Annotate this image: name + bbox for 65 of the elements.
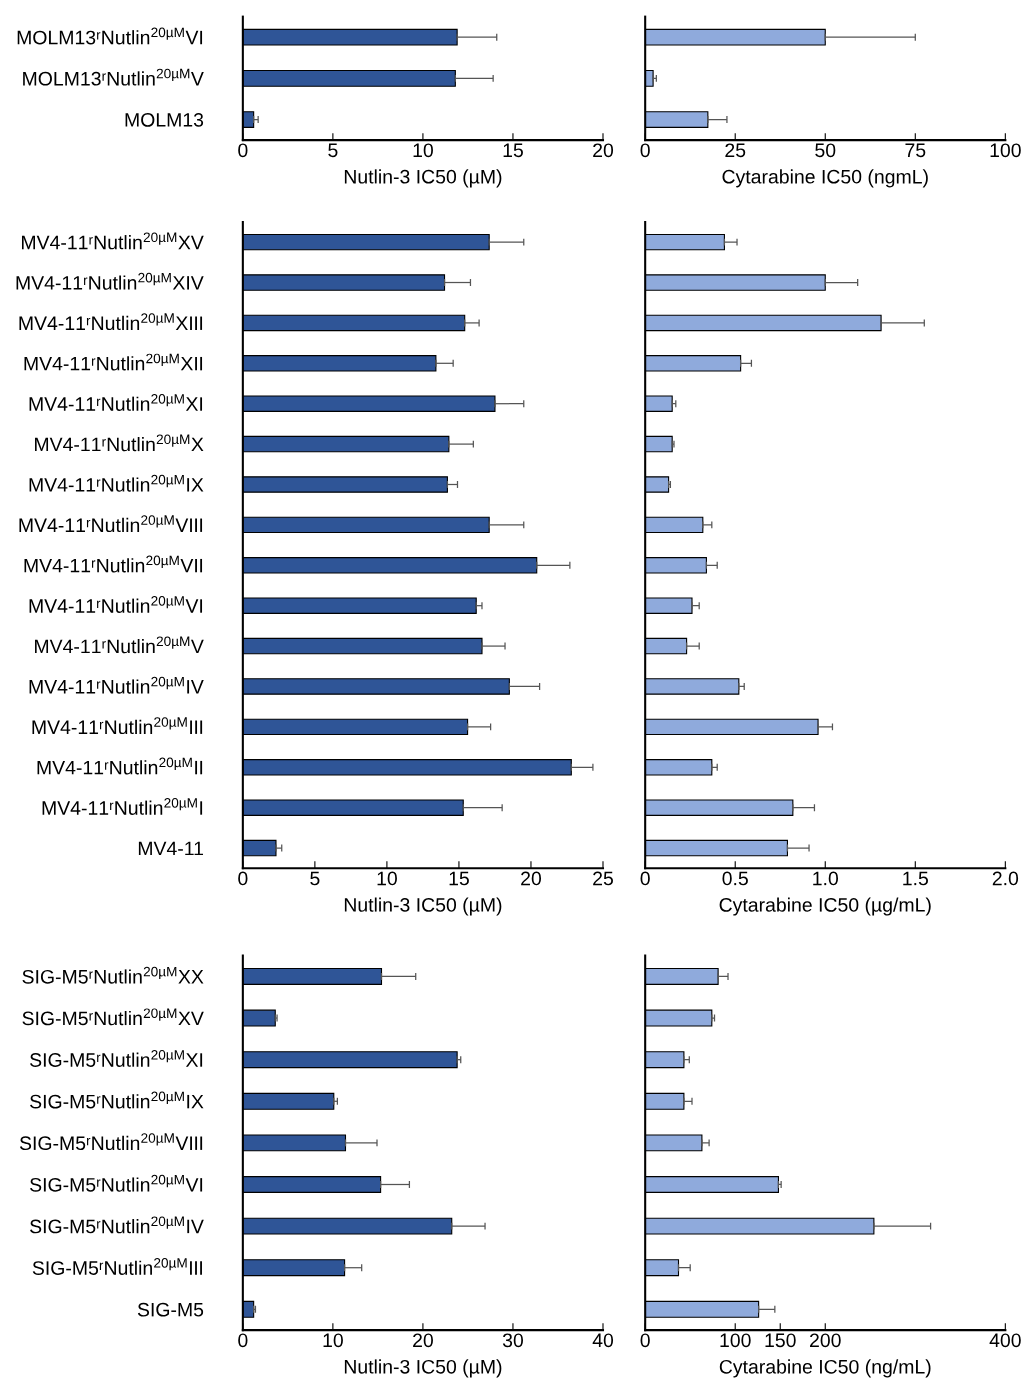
x-tick-label: 50 <box>815 143 836 158</box>
x-tick-label: 15 <box>449 871 469 886</box>
y-tick-label: MV4-11ʳNutlin$^{20µM}$IV <box>29 676 204 694</box>
y-tick-label: MV4-11ʳNutlin$^{20µM}$III <box>32 717 203 735</box>
y-tick-label: SIG-M5ʳNutlin$^{20µM}$VIII <box>19 1133 203 1151</box>
x-tick-label: 15 <box>503 143 523 158</box>
y-tick-label: MV4-11ʳNutlin$^{20µM}$VIII <box>19 515 203 533</box>
x-axis-title: Cytarabine IC50 (ngmL) <box>722 169 928 188</box>
x-tick-label: 150 <box>765 1333 796 1348</box>
y-tick-label: SIG-M5ʳNutlin$^{20µM}$IX <box>30 1091 204 1109</box>
x-axis-title: Nutlin-3 IC50 (µM) <box>344 1359 502 1378</box>
y-tick-label: MV4-11ʳNutlin$^{20µM}$XII <box>24 353 203 371</box>
x-tick-label: 1.5 <box>903 871 928 886</box>
x-axis-title: Nutlin-3 IC50 (µM) <box>344 897 502 916</box>
y-tick-label: MV4-11ʳNutlin$^{20µM}$VII <box>24 555 203 573</box>
x-tick-label: 0.5 <box>722 871 748 886</box>
y-tick-label: SIG-M5ʳNutlin$^{20µM}$XI <box>30 1049 203 1067</box>
x-tick-label: 200 <box>810 1333 841 1348</box>
x-tick-label: 10 <box>377 871 397 886</box>
y-tick-label: MV4-11ʳNutlin$^{20µM}$XI <box>29 394 203 411</box>
x-axis-title: Cytarabine IC50 (ng/mL) <box>719 1359 931 1378</box>
y-tick-label: MV4-11ʳNutlin$^{20µM}$VI <box>29 596 203 613</box>
y-tick-label: SIG-M5ʳNutlin$^{20µM}$XX <box>22 966 204 984</box>
y-tick-label: MV4-11ʳNutlin$^{20µM}$XIV <box>16 272 204 290</box>
x-tick-label: 0 <box>640 143 650 158</box>
x-tick-label: 25 <box>725 143 746 158</box>
y-tick-label: MV4-11ʳNutlin$^{20µM}$I <box>42 797 203 815</box>
x-tick-label: 0 <box>640 871 650 886</box>
y-tick-label: MOLM13 <box>125 112 204 127</box>
x-tick-label: 30 <box>502 1333 524 1348</box>
x-tick-label: 1.0 <box>813 871 839 886</box>
y-tick-label: SIG-M5ʳNutlin$^{20µM}$IV <box>30 1216 204 1234</box>
x-axis-title: Cytarabine IC50 (µg/mL) <box>719 897 931 916</box>
x-tick-label: 2.0 <box>992 871 1019 886</box>
x-tick-label: 0 <box>640 1333 650 1348</box>
x-tick-label: 25 <box>593 871 613 886</box>
x-tick-label: 20 <box>413 1333 433 1348</box>
y-tick-label: MOLM13ʳNutlin$^{20µM}$VI <box>17 27 203 45</box>
y-tick-label: SIG-M5 <box>137 1302 204 1317</box>
x-tick-label: 10 <box>323 1333 343 1348</box>
x-tick-label: 400 <box>989 1333 1021 1348</box>
x-tick-label: 5 <box>328 143 338 158</box>
y-tick-label: SIG-M5ʳNutlin$^{20µM}$VI <box>30 1174 203 1192</box>
x-tick-label: 100 <box>990 143 1021 158</box>
x-tick-label: 40 <box>592 1333 614 1348</box>
y-tick-label: MV4-11 <box>138 841 204 856</box>
x-tick-label: 75 <box>905 143 926 158</box>
x-tick-label: 0 <box>238 871 248 886</box>
y-tick-label: MOLM13ʳNutlin$^{20µM}$V <box>23 68 204 86</box>
x-tick-label: 10 <box>413 143 433 158</box>
x-tick-label: 20 <box>593 143 614 158</box>
y-tick-label: MV4-11ʳNutlin$^{20µM}$IX <box>29 474 204 492</box>
y-tick-label: MV4-11ʳNutlin$^{20µM}$XV <box>21 232 204 250</box>
y-tick-label: SIG-M5ʳNutlin$^{20µM}$XV <box>22 1008 204 1026</box>
y-tick-label: SIG-M5ʳNutlin$^{20µM}$III <box>32 1258 202 1275</box>
x-tick-label: 20 <box>521 871 542 886</box>
y-tick-label: MV4-11ʳNutlin$^{20µM}$II <box>37 757 203 775</box>
y-tick-label: MV4-11ʳNutlin$^{20µM}$XIII <box>19 313 203 331</box>
y-tick-label: MV4-11ʳNutlin$^{20µM}$V <box>35 636 204 654</box>
y-tick-label: MV4-11ʳNutlin$^{20µM}$X <box>35 434 204 452</box>
x-tick-label: 5 <box>310 871 320 886</box>
x-axis-title: Nutlin-3 IC50 (µM) <box>344 169 502 188</box>
x-tick-label: 100 <box>720 1333 751 1348</box>
x-tick-label: 0 <box>238 143 248 158</box>
x-tick-label: 0 <box>238 1333 248 1348</box>
